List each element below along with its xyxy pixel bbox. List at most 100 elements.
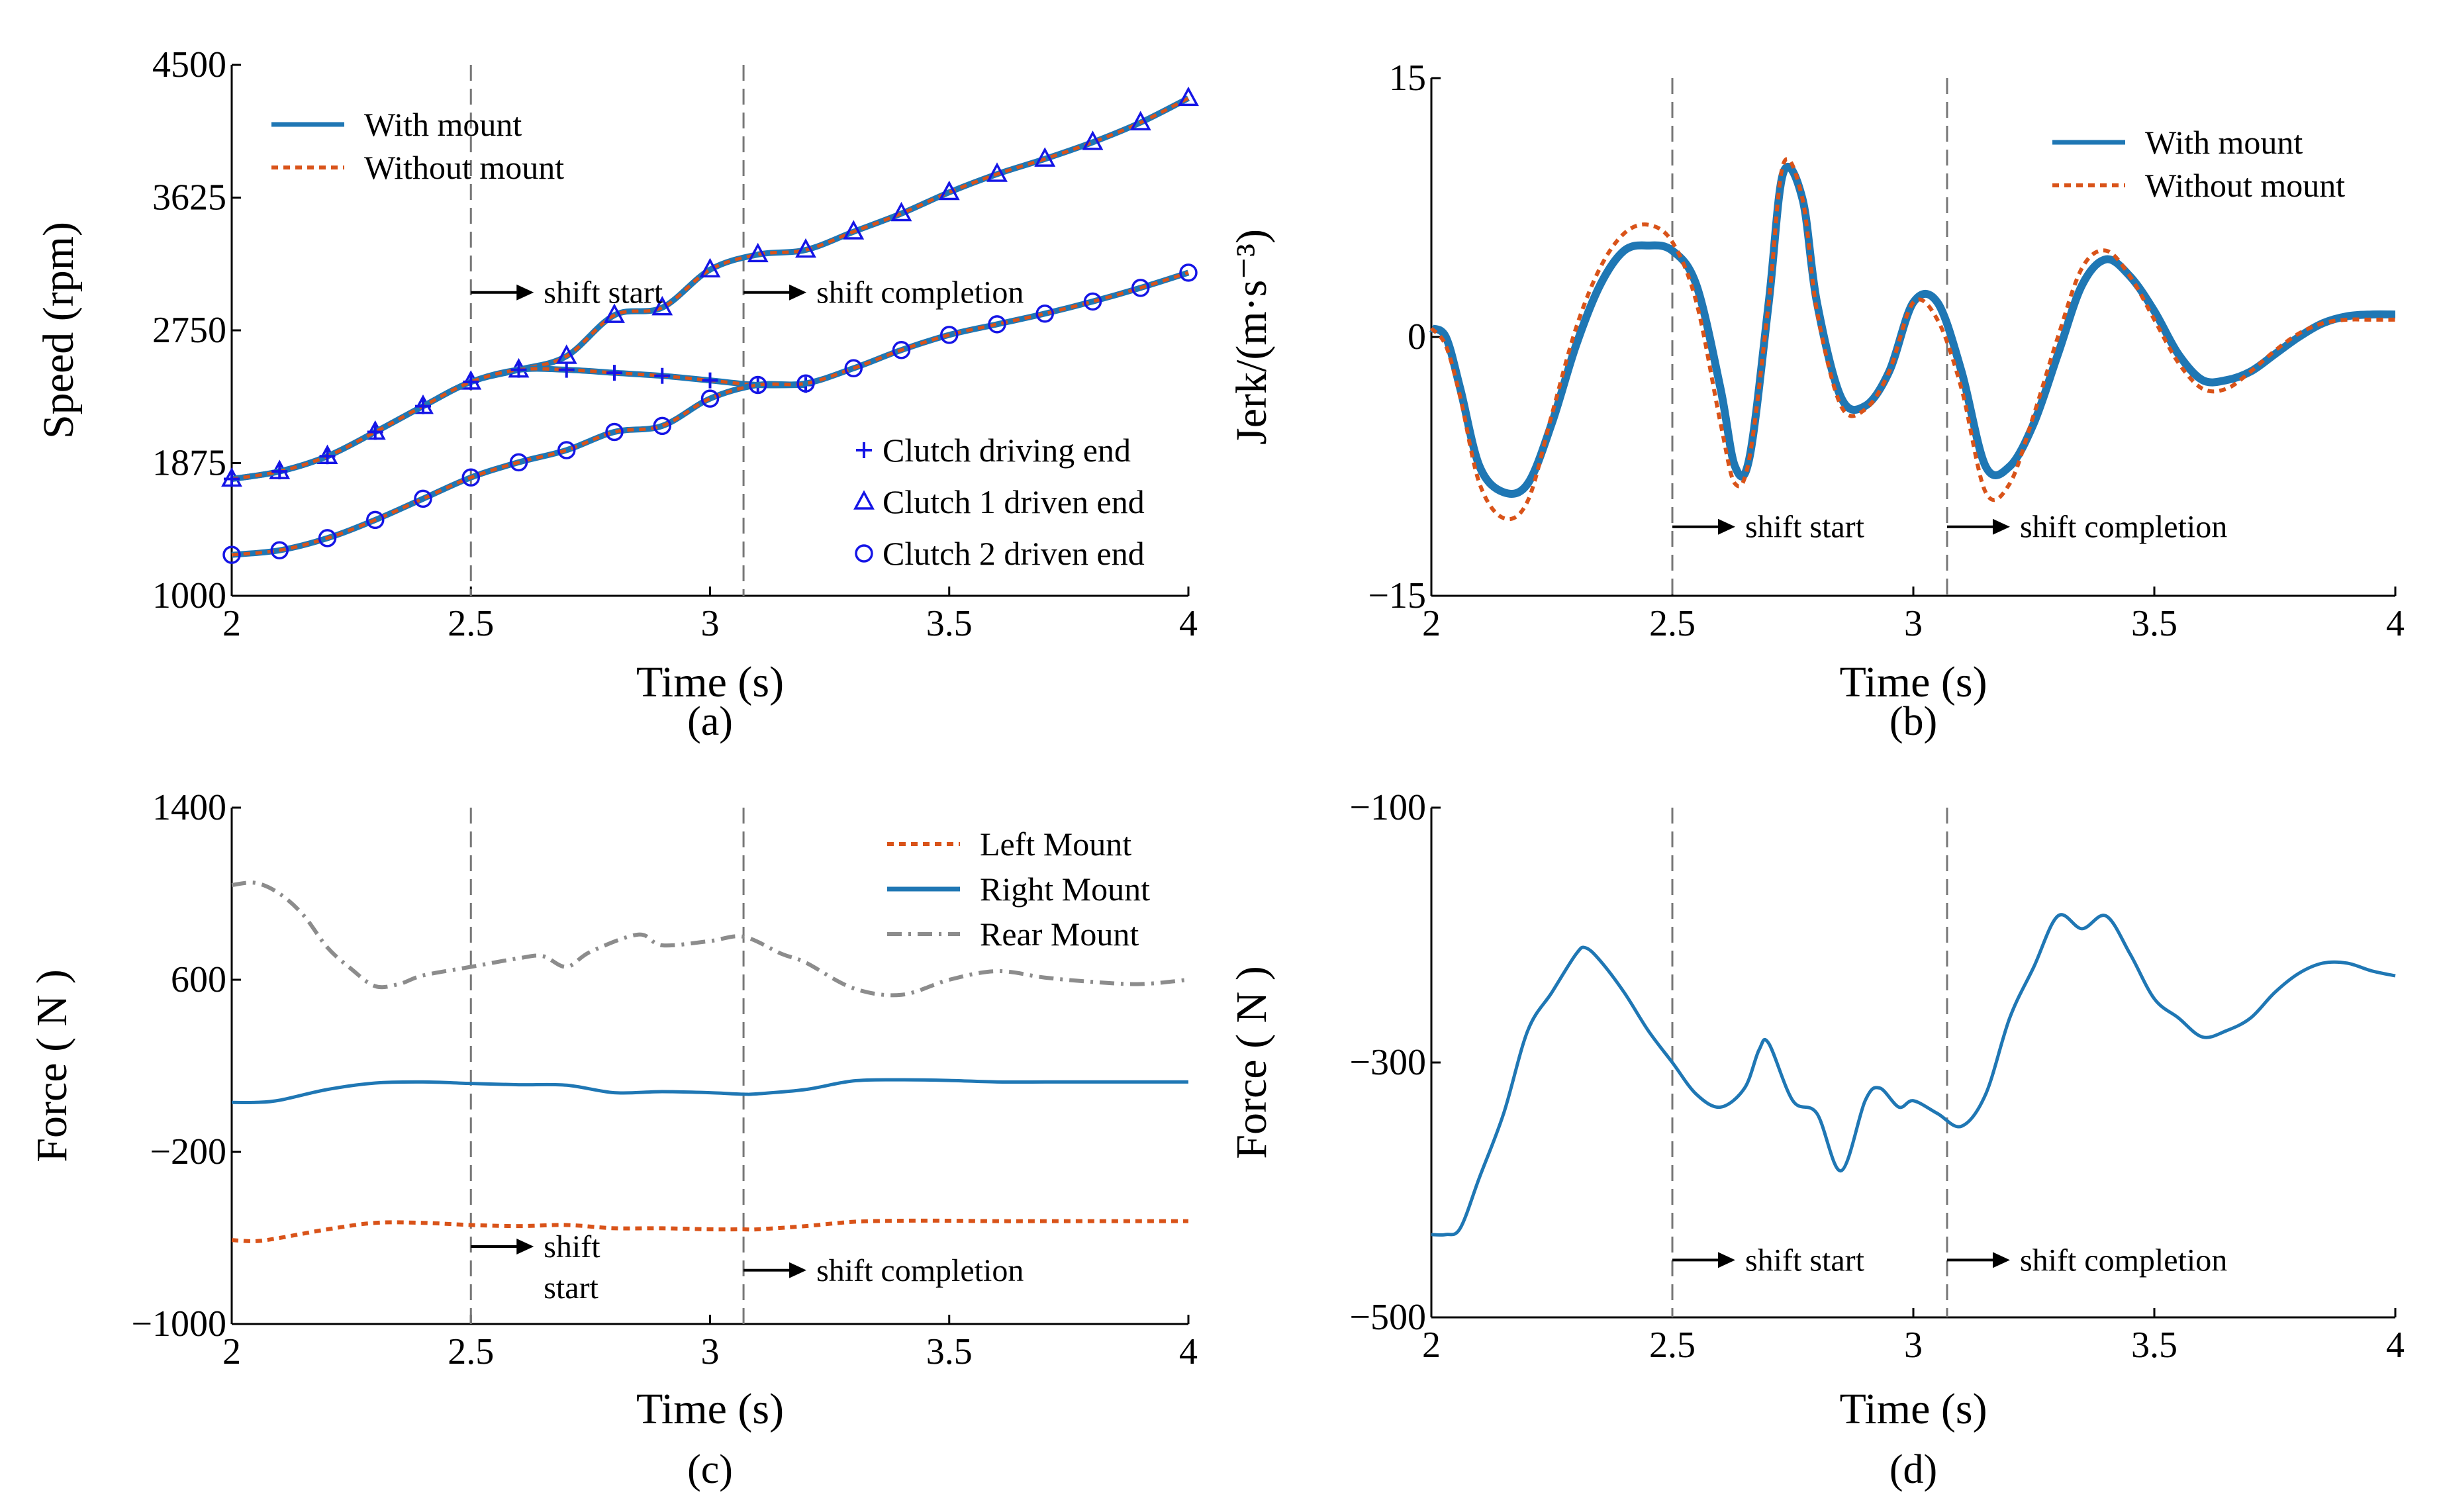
annotation-text: shift completion [2020, 510, 2227, 545]
data-point-clutch-2-driven-end [892, 341, 911, 359]
legend-marker [856, 442, 872, 458]
data-point-clutch-2-driven-end [509, 453, 528, 472]
x-tick-label: 2.5 [448, 1331, 494, 1372]
x-tick-label: 3 [701, 1331, 720, 1372]
data-point-clutch-1-driven-end [795, 238, 816, 258]
data-point-clutch-2-driven-end [414, 489, 432, 508]
y-tick-label: −500 [1349, 1297, 1426, 1338]
legend-entry: Clutch 1 driven end [883, 483, 1145, 520]
x-tick-label: 2 [1422, 603, 1441, 644]
y-tick-label: 600 [171, 959, 226, 1000]
x-tick-label: 3.5 [926, 1331, 973, 1372]
y-tick-label: −15 [1368, 575, 1426, 616]
series-line-right-mount [231, 1078, 1188, 1104]
annotation-arrow-head [789, 284, 807, 301]
panel-d-force-chart: 2 2.5 3 3.5 4 −500 −300 −100 Time (s) Force ( N )… [1227, 787, 2405, 1492]
annotation-arrow-head [516, 284, 534, 301]
data-point-clutch-2-driven-end [1083, 292, 1102, 311]
data-point-clutch-1-driven-end [986, 162, 1008, 182]
data-point-clutch-driving-end [510, 361, 527, 378]
y-tick-label: 2750 [152, 310, 226, 351]
y-tick-label: −200 [150, 1131, 226, 1172]
annotation-text: shift start [544, 275, 663, 310]
data-point-clutch-2-driven-end [988, 315, 1006, 334]
data-point-clutch-2-driven-end [366, 510, 385, 530]
x-axis-label: Time (s) [636, 658, 784, 706]
annotation-arrow-head [516, 1239, 534, 1254]
panel-a-speed-chart: 2 2.5 3 3.5 4 1000 1875 2750 3625 4500 Time (s) Spe… [34, 44, 1199, 744]
data-point-clutch-driving-end [224, 471, 240, 487]
annotation-text: shift start [1745, 510, 1865, 545]
legend-entry: Without mount [2145, 167, 2345, 204]
y-tick-label: 15 [1389, 58, 1426, 99]
annotation-arrow-head [1718, 518, 1735, 535]
legend-entry: With mount [364, 106, 522, 143]
x-axis-label: Time (s) [1839, 1385, 1987, 1433]
panel-c-mount-force-chart: 2 2.5 3 3.5 4 −1000 −200 600 1400 Time (s) Force (… [28, 787, 1198, 1492]
annotation-text: shift completion [2020, 1243, 2227, 1278]
annotation-text: shift start [1745, 1243, 1865, 1278]
x-tick-label: 3.5 [926, 603, 973, 644]
legend-entry: Without mount [364, 149, 564, 186]
x-tick-label: 4 [1179, 1331, 1198, 1372]
y-axis-label: Speed (rpm) [34, 222, 83, 439]
x-tick-label: 4 [2386, 1325, 2405, 1366]
x-tick-label: 2 [222, 603, 241, 644]
data-point-clutch-1-driven-end [699, 258, 721, 278]
y-tick-label: 1875 [152, 443, 226, 484]
x-tick-label: 2 [222, 1331, 241, 1372]
panel-label: (a) [687, 699, 733, 744]
data-point-clutch-driving-end [606, 365, 622, 381]
annotation-text: shift completion [816, 275, 1024, 310]
data-point-clutch-2-driven-end [844, 359, 863, 378]
data-point-clutch-2-driven-end [461, 468, 480, 487]
data-point-clutch-1-driven-end [747, 242, 769, 263]
legend-entry: Right Mount [980, 871, 1150, 908]
annotation-arrow-head [1992, 518, 2010, 535]
data-point-clutch-2-driven-end [605, 422, 624, 442]
data-point-clutch-1-driven-end [1178, 86, 1199, 107]
x-tick-label: 4 [1179, 603, 1198, 644]
data-point-clutch-1-driven-end [938, 180, 960, 201]
legend-marker [855, 544, 873, 563]
y-tick-label: 0 [1408, 316, 1426, 357]
data-point-clutch-1-driven-end [1129, 111, 1151, 130]
y-tick-label: −1000 [131, 1303, 226, 1345]
x-axis-label: Time (s) [636, 1385, 784, 1433]
legend-entry: Clutch driving end [883, 432, 1131, 469]
series-line-left-mount [231, 1218, 1188, 1243]
legend-entry: Rear Mount [980, 916, 1139, 953]
data-point-clutch-2-driven-end [1131, 279, 1150, 297]
panel-b-jerk-chart: 2 2.5 3 3.5 4 −15 0 15 Time (s) Jerk/(m·s⁻³) (b) sh… [1227, 58, 2405, 744]
panel-label: (c) [687, 1447, 733, 1492]
y-axis-label: Force ( N ) [1227, 966, 1276, 1158]
x-tick-label: 3 [701, 603, 720, 644]
series-line-right-mount [1431, 913, 2396, 1237]
data-point-clutch-1-driven-end [604, 303, 625, 323]
annotation-arrow-head [789, 1262, 807, 1278]
series-line-rear-mount [231, 880, 1189, 998]
data-point-clutch-2-driven-end [1035, 305, 1054, 323]
x-tick-label: 3 [1904, 603, 1923, 644]
annotation-arrow-head [1992, 1252, 2010, 1268]
x-tick-label: 2.5 [448, 603, 494, 644]
annotation-text: shift completion [816, 1253, 1024, 1288]
panel-label: (b) [1889, 699, 1937, 744]
series-line-with-mount [1429, 163, 2396, 498]
y-tick-label: 3625 [152, 177, 226, 218]
x-tick-label: 2.5 [1649, 1325, 1696, 1366]
data-point-clutch-driving-end [415, 398, 431, 414]
y-tick-label: −300 [1349, 1042, 1426, 1083]
data-point-clutch-driving-end [463, 373, 479, 390]
data-point-clutch-2-driven-end [318, 529, 337, 547]
legend-entry: Left Mount [980, 826, 1131, 863]
annotation-text: start [544, 1270, 598, 1305]
data-point-clutch-2-driven-end [270, 541, 289, 560]
series-line-clutch-2-driven-end-without-mount [231, 271, 1189, 557]
data-point-clutch-2-driven-end [796, 374, 815, 393]
x-axis-label: Time (s) [1839, 658, 1987, 706]
data-point-clutch-2-driven-end [700, 389, 720, 408]
data-point-clutch-1-driven-end [651, 295, 673, 316]
legend-entry: Clutch 2 driven end [883, 535, 1145, 572]
panel-label: (d) [1889, 1447, 1937, 1492]
